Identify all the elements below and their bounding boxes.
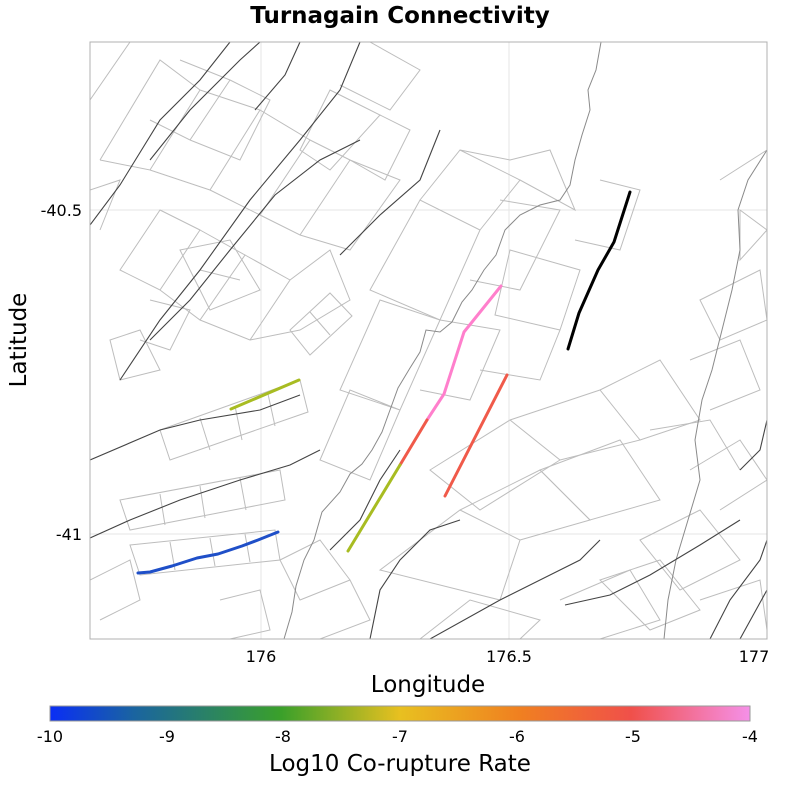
x-axis: 176 176.5 177 Longitude: [246, 647, 770, 698]
y-tick-label: -40.5: [41, 201, 82, 220]
x-tick-label: 177: [739, 647, 770, 666]
rupture-line-olive-south: [346, 463, 402, 553]
plot-background: [90, 42, 767, 639]
y-axis: -40.5 -41 Latitude: [6, 201, 82, 544]
x-tick-label: 176: [246, 647, 277, 666]
map-title: Turnagain Connectivity: [250, 3, 549, 29]
rupture-line-red-upper: [398, 418, 429, 467]
colorbar-tick-label: -4: [742, 727, 758, 746]
turnagain-fault-line: [566, 190, 632, 351]
colorbar-tick-label: -5: [625, 727, 641, 746]
plot-frame: [89, 41, 768, 640]
colorbar-tick-label: -7: [392, 727, 408, 746]
colorbar-tick-label: -8: [275, 727, 291, 746]
rupture-line-blue: [136, 530, 280, 575]
fault-subsections: [90, 42, 767, 639]
map-plot-area: [89, 41, 768, 640]
x-axis-label: Longitude: [371, 672, 485, 698]
rupture-line-pink: [425, 284, 503, 422]
rupture-line-olive-west: [229, 378, 301, 411]
fault-traces: [90, 42, 767, 639]
y-axis-label: Latitude: [6, 293, 32, 388]
x-tick-label: 176.5: [486, 647, 532, 666]
colorbar: -10 -9 -8 -7 -6 -5 -4 Log10 Co-rupture R…: [37, 705, 758, 777]
colorbar-tick-label: -10: [37, 727, 63, 746]
colorbar-label: Log10 Co-rupture Rate: [269, 751, 531, 777]
colorbar-tick-label: -9: [159, 727, 175, 746]
co-rupture-faults: [136, 190, 632, 575]
colorbar-gradient: [49, 705, 751, 722]
rupture-line-red-lower: [443, 373, 509, 498]
colorbar-tick-label: -6: [509, 727, 525, 746]
y-tick-label: -41: [56, 525, 82, 544]
coastline: [283, 42, 767, 639]
